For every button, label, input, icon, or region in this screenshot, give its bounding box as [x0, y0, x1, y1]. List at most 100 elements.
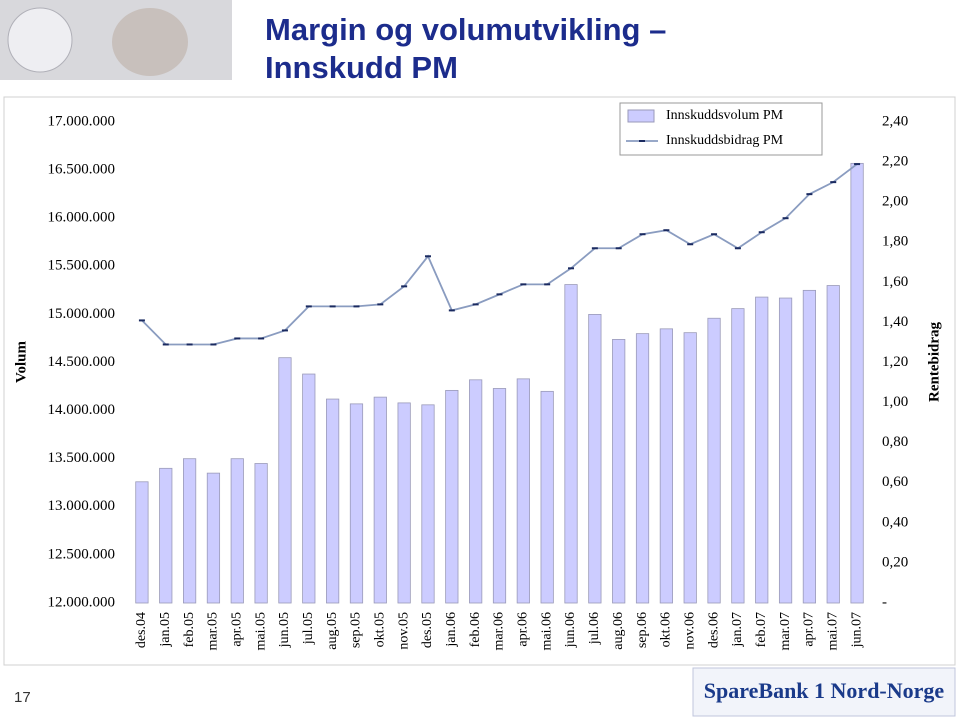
x-tick-label: nov.05: [396, 612, 411, 650]
bar: [755, 296, 769, 604]
x-tick-label: feb.05: [182, 612, 197, 647]
y2-tick-label: 2,00: [882, 194, 908, 210]
bar: [135, 481, 149, 604]
y2-tick-label: 1,20: [882, 354, 908, 370]
x-tick-label: mai.07: [825, 612, 840, 651]
x-tick-label: aug.05: [325, 612, 340, 650]
y2-tick-label: 1,00: [882, 394, 908, 410]
legend-label: Innskuddsvolum PM: [666, 108, 784, 123]
x-tick-label: aug.06: [611, 612, 626, 650]
x-tick-label: jul.05: [301, 612, 316, 645]
x-tick-label: mai.05: [253, 612, 268, 651]
bar: [445, 389, 459, 604]
bar: [612, 339, 626, 604]
bar: [349, 403, 364, 604]
bar: [802, 289, 817, 604]
bar: [635, 333, 650, 604]
y2-tick-label: 0,40: [882, 514, 908, 530]
y-tick-label: 17.000.000: [48, 113, 116, 129]
x-tick-label: jun.07: [849, 612, 864, 648]
bar: [850, 162, 864, 604]
bar: [540, 390, 554, 604]
y-tick-label: 13.500.000: [48, 450, 116, 466]
x-tick-label: mar.06: [492, 612, 507, 651]
y2-tick-label: 0,80: [882, 434, 908, 450]
bar: [564, 284, 578, 604]
y-tick-label: 12.000.000: [48, 594, 116, 610]
bar: [326, 398, 340, 604]
x-tick-label: apr.07: [802, 612, 817, 647]
y-tick-label: 13.000.000: [48, 498, 116, 514]
y2-tick-label: -: [882, 594, 887, 610]
y2-tick-label: 2,20: [882, 154, 908, 170]
bar: [421, 404, 435, 604]
bar: [731, 308, 745, 604]
x-tick-label: jan.07: [730, 612, 745, 648]
x-tick-label: mar.07: [778, 612, 793, 651]
x-tick-label: jun.06: [563, 612, 578, 648]
bar: [302, 373, 316, 604]
x-tick-label: sep.06: [635, 612, 650, 648]
y2-tick-label: 0,60: [882, 474, 908, 490]
y2-tick-label: 2,40: [882, 113, 908, 129]
x-tick-label: apr.06: [516, 612, 531, 647]
legend-swatch: [627, 109, 655, 123]
y2-tick-label: 1,80: [882, 234, 908, 250]
x-tick-label: mai.06: [539, 612, 554, 651]
x-tick-label: jul.06: [587, 612, 602, 645]
page-number: 17: [14, 689, 31, 706]
y2-axis-label: Rentebidrag: [926, 322, 942, 402]
bar: [492, 388, 507, 604]
x-tick-label: des.06: [706, 612, 721, 648]
bar: [826, 285, 840, 604]
bar: [182, 458, 197, 604]
bar: [469, 379, 483, 604]
photo-emblem: [7, 7, 73, 73]
x-tick-label: okt.06: [659, 612, 674, 647]
bar: [707, 317, 721, 604]
y-tick-label: 14.000.000: [48, 402, 116, 418]
x-tick-label: apr.05: [229, 612, 244, 647]
x-tick-label: nov.06: [682, 612, 697, 650]
photo-figure: [112, 8, 188, 76]
bar: [397, 402, 411, 604]
bar: [230, 458, 244, 604]
bar: [206, 472, 221, 604]
y-axis-label: Volum: [13, 341, 29, 383]
bar: [159, 467, 173, 604]
bar: [659, 328, 673, 604]
bar: [516, 378, 530, 604]
x-tick-label: mar.05: [206, 612, 221, 651]
x-tick-label: okt.05: [373, 612, 388, 647]
legend-label: Innskuddsbidrag PM: [666, 133, 784, 148]
bar: [278, 357, 292, 604]
y-tick-label: 14.500.000: [48, 354, 116, 370]
y-tick-label: 15.000.000: [48, 306, 116, 322]
bar: [373, 396, 387, 604]
slide-title: Innskudd PM: [265, 50, 458, 85]
x-tick-label: jun.05: [277, 612, 292, 648]
slide-title: Margin og volumutvikling –: [265, 12, 666, 47]
y-tick-label: 15.500.000: [48, 258, 116, 274]
x-tick-label: jan.06: [444, 612, 459, 648]
x-tick-label: sep.05: [349, 612, 364, 648]
y2-tick-label: 0,20: [882, 554, 908, 570]
x-tick-label: jan.05: [158, 612, 173, 648]
y-tick-label: 12.500.000: [48, 546, 116, 562]
x-tick-label: des.04: [134, 612, 149, 648]
bar: [254, 463, 268, 604]
x-tick-label: feb.06: [468, 612, 483, 647]
y-tick-label: 16.000.000: [48, 210, 116, 226]
logo: SpareBank 1 Nord-Norge: [704, 678, 945, 703]
y2-tick-label: 1,40: [882, 314, 908, 330]
chart-frame: [3, 96, 956, 666]
bar: [683, 332, 697, 604]
logo-box: [692, 667, 956, 717]
bar: [778, 297, 793, 604]
y2-tick-label: 1,60: [882, 274, 908, 290]
y-tick-label: 16.500.000: [48, 162, 116, 178]
line: [141, 163, 858, 346]
x-tick-label: des.05: [420, 612, 435, 648]
x-tick-label: feb.07: [754, 612, 769, 647]
